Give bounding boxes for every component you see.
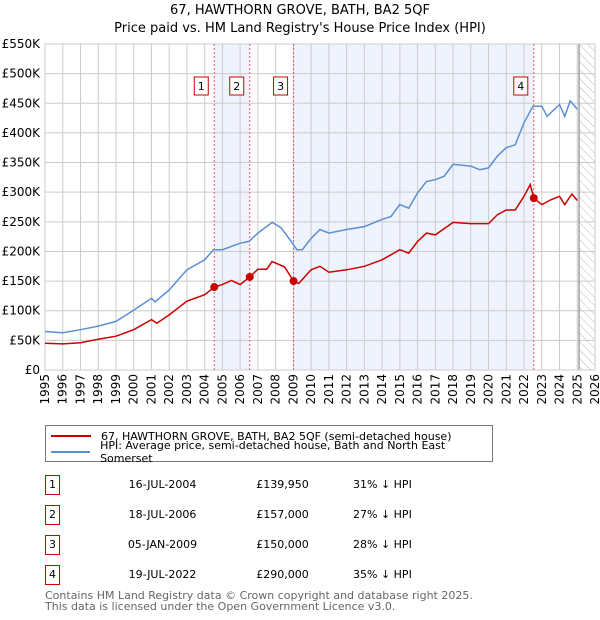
y-tick-label: £350K [2, 156, 42, 170]
x-tick-label: 2006 [233, 374, 247, 405]
table-row: 3 05-JAN-2009 £150,000 28% ↓ HPI [45, 535, 445, 555]
shaded-range [293, 44, 534, 370]
sale-date: 16-JUL-2004 [128, 478, 197, 491]
x-tick-label: 1999 [109, 374, 123, 405]
x-tick-label: 2010 [304, 374, 318, 405]
sale-hpi-diff: 28% ↓ HPI [353, 538, 412, 551]
x-tick-label: 2017 [428, 374, 442, 405]
sale-label: 1 [198, 80, 205, 93]
x-tick-label: 2014 [375, 374, 389, 405]
legend-swatch-blue [51, 451, 91, 453]
plot-border [44, 43, 596, 371]
x-tick-label: 2025 [570, 374, 584, 405]
sale-number: 1 [45, 475, 60, 495]
y-tick-label: £400K [2, 126, 42, 140]
table-row: 2 18-JUL-2006 £157,000 27% ↓ HPI [45, 505, 445, 525]
x-tick-label: 2002 [162, 374, 176, 405]
y-tick-label: £300K [2, 185, 42, 199]
sale-number: 4 [45, 565, 60, 585]
y-tick-label: £450K [2, 96, 42, 110]
sale-number: 3 [45, 535, 60, 555]
sale-label-box [513, 76, 529, 96]
x-tick-label: 1995 [38, 374, 52, 405]
footer-licence: This data is licensed under the Open Gov… [45, 600, 396, 613]
property-price-line [44, 182, 578, 345]
x-tick-label: 2016 [411, 374, 425, 405]
sale-hpi-diff: 35% ↓ HPI [353, 568, 412, 581]
forecast-hatch [579, 44, 595, 370]
x-tick-label: 2021 [499, 374, 513, 405]
chart-subtitle: Price paid vs. HM Land Registry's House … [114, 21, 486, 36]
sale-label-box [273, 76, 289, 96]
x-tick-label: 2023 [535, 374, 549, 405]
sale-date: 19-JUL-2022 [128, 568, 197, 581]
x-tick-label: 2012 [340, 374, 354, 405]
sale-hpi-diff: 31% ↓ HPI [353, 478, 412, 491]
sale-label: 3 [277, 80, 284, 93]
sale-point [245, 272, 254, 281]
x-tick-label: 1996 [56, 374, 70, 405]
legend-item-hpi: HPI: Average price, semi-detached house,… [51, 439, 492, 465]
x-tick-label: 2009 [286, 374, 300, 405]
sale-point [289, 277, 298, 286]
x-tick-label: 2013 [357, 374, 371, 405]
table-row: 4 19-JUL-2022 £290,000 35% ↓ HPI [45, 565, 445, 585]
x-tick-label: 2005 [215, 374, 229, 405]
legend-label: 67, HAWTHORN GROVE, BATH, BA2 5QF (semi-… [101, 429, 452, 443]
x-tick-label: 2020 [482, 374, 496, 405]
legend-item-property: 67, HAWTHORN GROVE, BATH, BA2 5QF (semi-… [51, 429, 452, 443]
sale-point [529, 194, 538, 203]
x-tick-label: 2001 [144, 374, 158, 405]
sale-label-box [193, 76, 209, 96]
sale-price: £139,950 [256, 478, 309, 491]
table-row: 1 16-JUL-2004 £139,950 31% ↓ HPI [45, 475, 445, 495]
y-tick-label: £150K [2, 274, 42, 288]
shaded-range [214, 44, 250, 370]
x-tick-label: 2024 [553, 374, 567, 405]
chart-title: 67, HAWTHORN GROVE, BATH, BA2 5QF [170, 3, 430, 18]
x-tick-label: 2015 [393, 374, 407, 405]
sale-label-box [229, 76, 245, 96]
y-tick-label: £50K [9, 333, 41, 347]
sale-hpi-diff: 27% ↓ HPI [353, 508, 412, 521]
sale-number: 2 [45, 505, 60, 525]
x-tick-label: 1997 [73, 374, 87, 405]
x-tick-label: 2019 [464, 374, 478, 405]
x-tick-label: 2004 [198, 374, 212, 405]
hpi-line [44, 99, 578, 334]
legend-label: HPI: Average price, semi-detached house,… [100, 439, 446, 465]
y-tick-label: £0 [25, 363, 40, 377]
x-tick-label: 2008 [269, 374, 283, 405]
x-tick-label: 2000 [127, 374, 141, 405]
sale-label: 2 [233, 80, 240, 93]
sale-label: 4 [517, 80, 524, 93]
x-tick-label: 2003 [180, 374, 194, 405]
sale-price: £290,000 [256, 568, 309, 581]
x-tick-label: 1998 [91, 374, 105, 405]
sale-point [210, 283, 219, 292]
x-tick-label: 2022 [517, 374, 531, 405]
x-tick-label: 2018 [446, 374, 460, 405]
legend-swatch-red [51, 435, 91, 437]
y-tick-label: £250K [2, 215, 42, 229]
y-tick-label: £550K [2, 37, 42, 51]
chart-svg: 1995 1996 1997 1998 1999 2000 2001 2002 2003 2004… [2, 37, 600, 405]
x-tick-label: 2026 [588, 374, 600, 405]
legend: 67, HAWTHORN GROVE, BATH, BA2 5QF (semi-… [45, 425, 493, 465]
footer-copyright: Contains HM Land Registry data © Crown c… [45, 589, 473, 602]
sale-date: 05-JAN-2009 [127, 538, 198, 551]
sale-date: 18-JUL-2006 [128, 508, 197, 521]
y-tick-label: £100K [2, 304, 42, 318]
x-tick-label: 2011 [322, 374, 336, 405]
sale-price: £150,000 [256, 538, 309, 551]
y-tick-label: £200K [2, 244, 42, 258]
sale-price: £157,000 [256, 508, 309, 521]
y-tick-label: £500K [2, 67, 42, 81]
x-tick-label: 2007 [251, 374, 265, 405]
